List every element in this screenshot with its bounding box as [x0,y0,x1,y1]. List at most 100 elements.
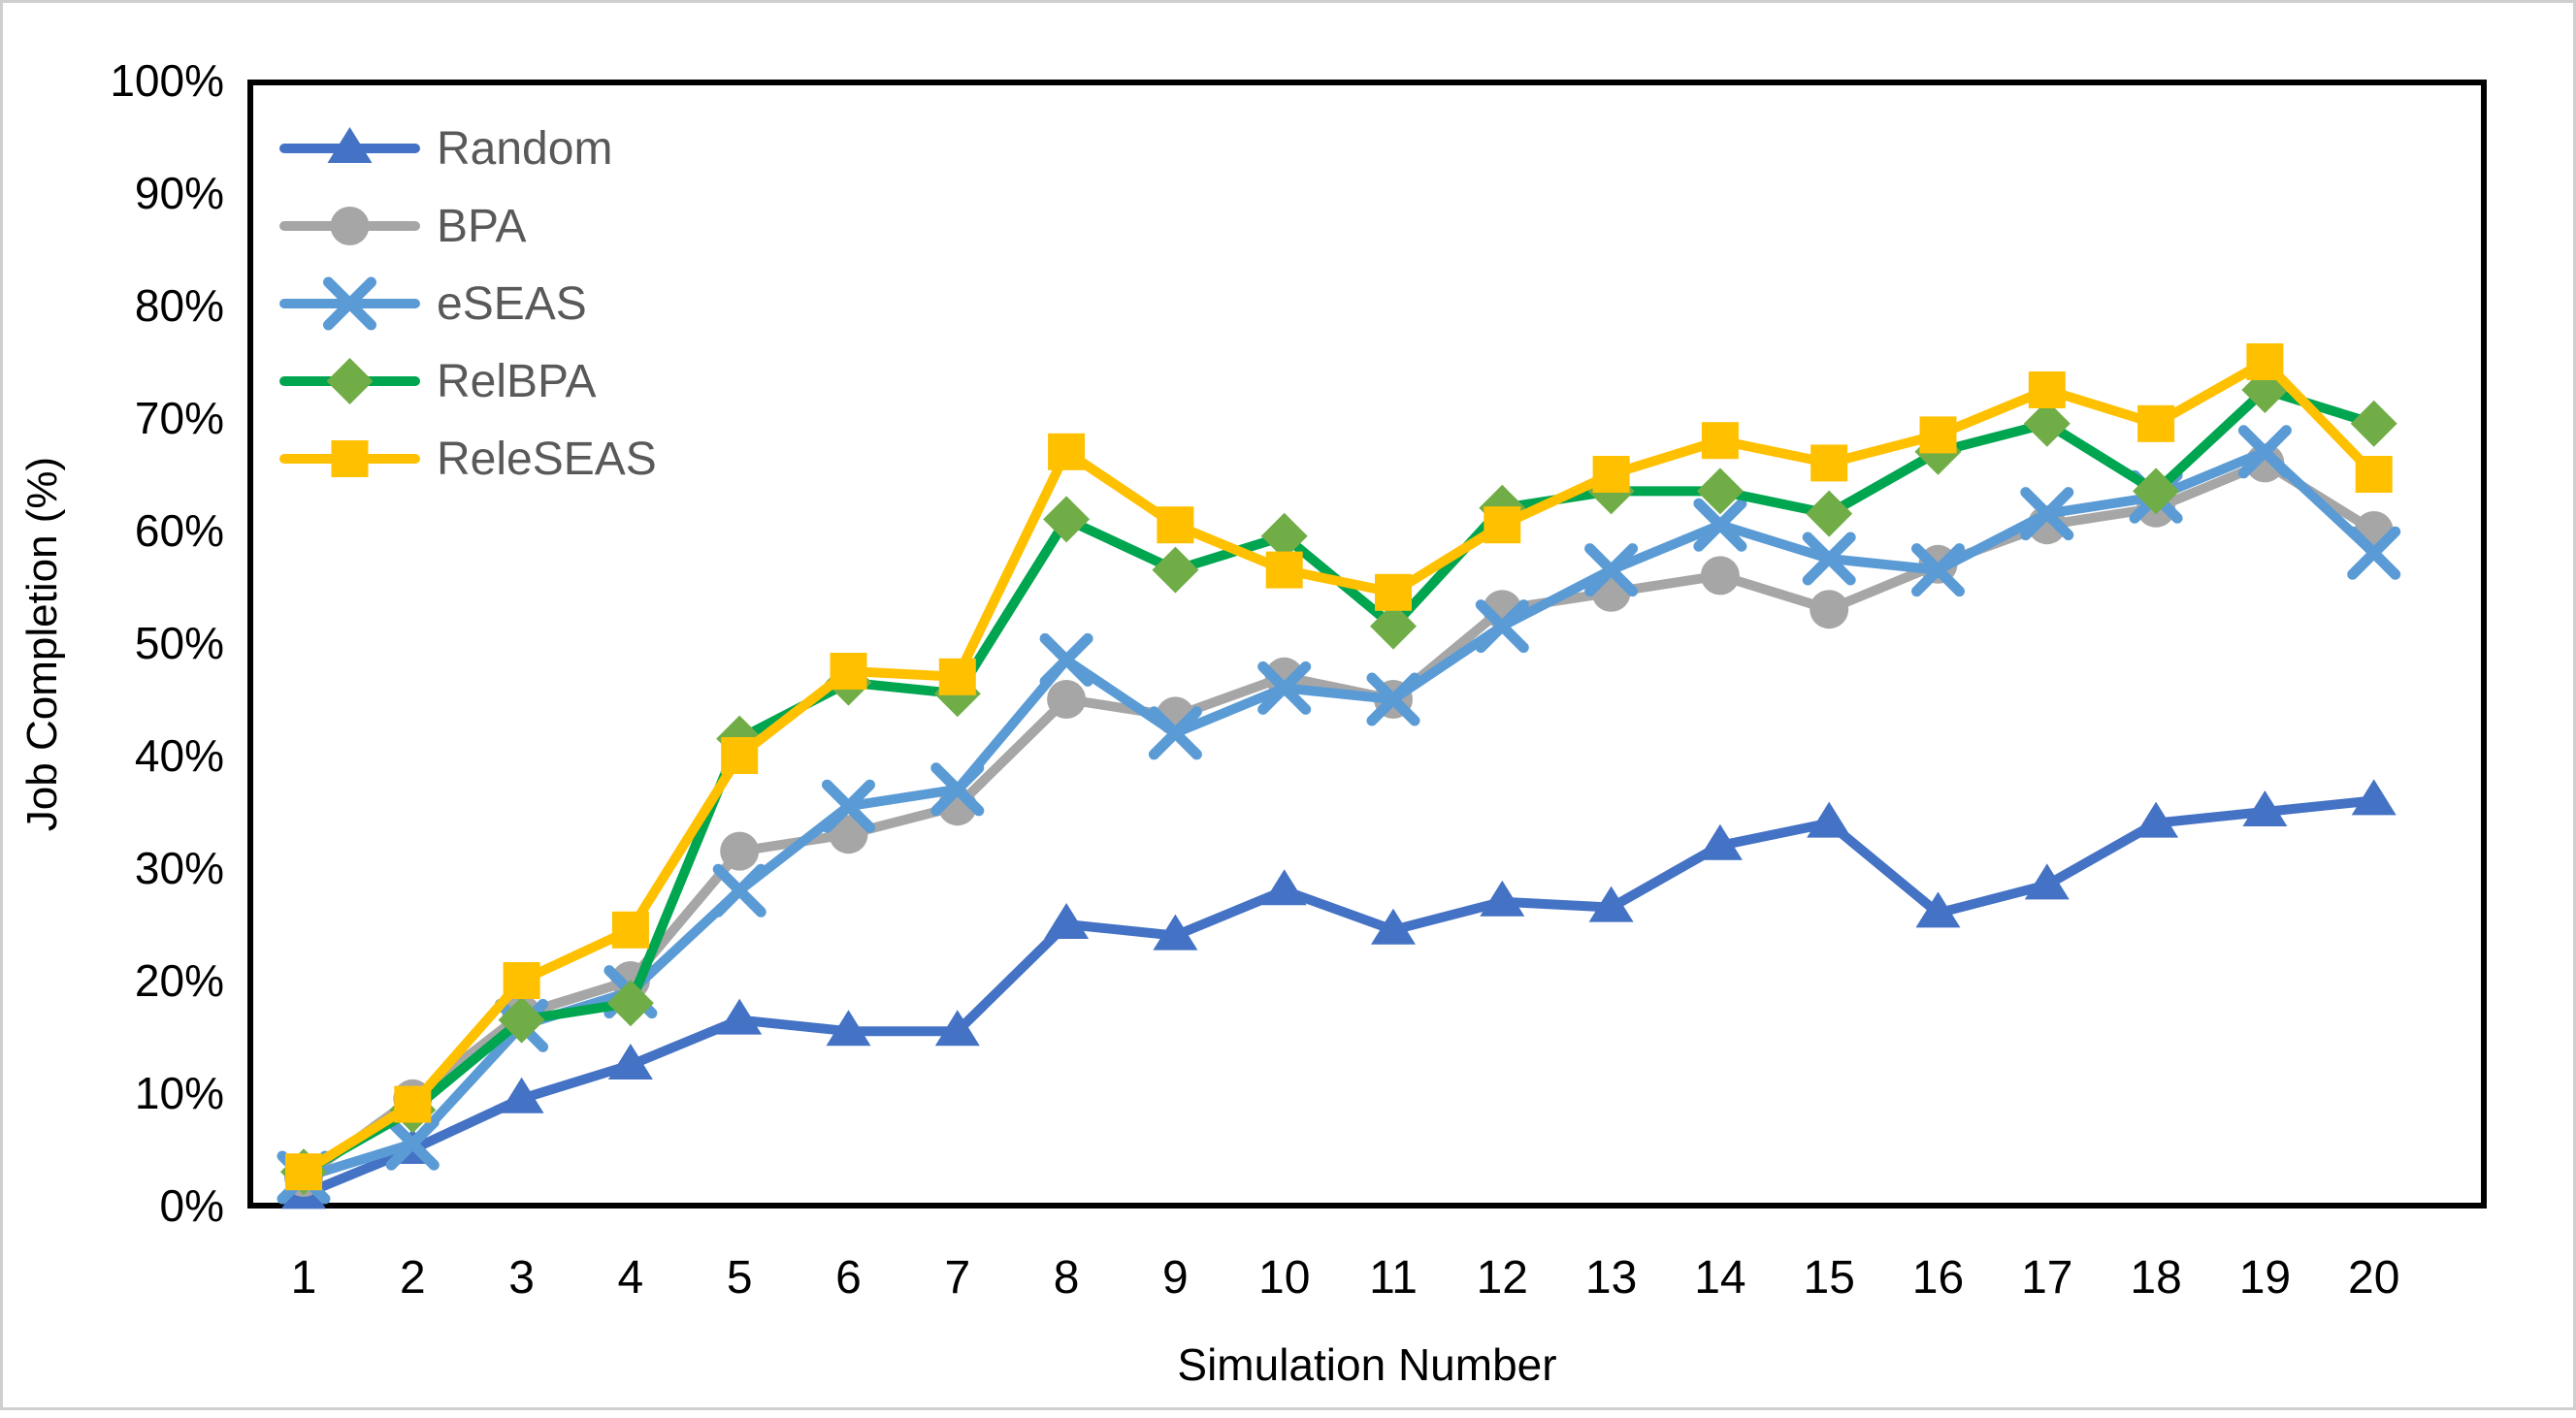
legend-x-icon [323,276,376,331]
y-tick-label-10: 10% [135,1068,224,1118]
line-chart: 0%10%20%30%40%50%60%70%80%90%100%1 2 3 4 5 6 7… [18,55,2487,1390]
marker-random-16 [1915,891,1961,928]
marker-releseas-17 [2028,371,2066,408]
legend-item-eseas: eSEAS [279,276,587,331]
marker-bpa-6 [829,815,868,854]
legend-label-random: Random [437,123,612,175]
marker-eseas-13 [1584,543,1639,597]
marker-eseas-7 [930,762,985,817]
series-eseas [277,425,2401,1205]
x-tick-label-2: 2 [400,1252,426,1304]
plot-area-border [247,80,2487,1209]
marker-random-13 [1588,886,1634,922]
marker-relbpa-9 [1152,546,1199,594]
marker-releseas-13 [1592,456,1630,493]
legend-label-bpa: BPA [437,201,526,252]
legend-item-releseas: ReleSEAS [279,434,657,485]
marker-random-19 [2242,790,2288,826]
marker-relbpa-18 [2133,467,2180,515]
marker-releseas-8 [1048,433,1086,470]
x-tick-label-12: 12 [1477,1252,1528,1304]
x-tick-label-5: 5 [727,1252,753,1304]
marker-eseas-10 [1257,661,1312,715]
legend-label-relbpa: RelBPA [437,356,597,407]
legend-item-bpa: BPA [279,201,526,252]
x-tick-label-19: 19 [2239,1252,2291,1304]
y-tick-label-90: 90% [135,168,224,218]
marker-relbpa-14 [1696,467,1744,515]
marker-relbpa-15 [1806,490,1853,537]
marker-bpa-5 [720,831,760,871]
marker-random-5 [717,998,763,1035]
marker-releseas-19 [2246,343,2284,380]
legend-item-random: Random [279,123,612,175]
y-tick-label-60: 60% [135,505,224,556]
x-tick-label-4: 4 [618,1252,644,1304]
y-tick-label-50: 50% [135,618,224,668]
marker-bpa-8 [1047,680,1087,719]
marker-eseas-17 [2020,487,2074,541]
marker-releseas-16 [1919,416,1957,454]
marker-releseas-5 [721,737,759,774]
y-tick-label-0: 0% [160,1180,224,1231]
marker-random-17 [2024,863,2070,900]
marker-random-9 [1153,914,1198,951]
x-tick-label-20: 20 [2348,1252,2399,1304]
marker-bpa-15 [1810,590,1849,629]
series-bpa [284,443,2394,1197]
legend-diamond-icon [326,358,374,404]
legend: Random BPA eSEAS RelBPA ReleSEAS [279,123,657,485]
marker-random-15 [1807,801,1852,838]
marker-releseas-18 [2137,404,2175,442]
y-axis-title: Job Completion (%) [18,457,66,831]
marker-relbpa-11 [1370,602,1417,650]
marker-eseas-12 [1475,599,1529,654]
x-tick-label-8: 8 [1054,1252,1080,1304]
legend-label-eseas: eSEAS [437,278,587,330]
y-tick-label-40: 40% [135,730,224,781]
marker-releseas-9 [1157,506,1194,544]
legend-circle-icon [330,207,370,245]
marker-eseas-9 [1148,706,1202,760]
marker-eseas-16 [1911,543,1965,597]
marker-bpa-14 [1700,556,1740,596]
marker-releseas-2 [394,1085,432,1123]
marker-releseas-4 [611,911,649,949]
marker-relbpa-10 [1260,512,1308,560]
series-releseas [285,343,2393,1191]
marker-releseas-10 [1265,551,1303,589]
marker-releseas-12 [1484,506,1521,544]
marker-random-14 [1697,823,1743,860]
legend-triangle-icon [327,127,373,163]
series-layer [277,343,2401,1209]
x-tick-label-10: 10 [1258,1252,1310,1304]
x-tick-label-15: 15 [1804,1252,1855,1304]
x-tick-label-17: 17 [2021,1252,2072,1304]
series-random [281,779,2397,1209]
marker-releseas-15 [1810,444,1848,482]
marker-random-8 [1044,903,1090,939]
marker-releseas-1 [285,1153,322,1191]
legend-square-icon [331,440,369,477]
marker-random-12 [1480,880,1525,917]
marker-random-18 [2134,801,2179,838]
marker-random-20 [2351,779,2397,816]
marker-eseas-11 [1366,672,1420,726]
y-tick-label-30: 30% [135,843,224,893]
x-tick-label-3: 3 [508,1252,535,1304]
marker-eseas-2 [385,1116,440,1171]
marker-random-6 [826,1010,871,1047]
marker-releseas-6 [830,653,867,690]
series-line-random [299,795,2379,1200]
marker-random-4 [607,1044,653,1080]
x-tick-label-1: 1 [291,1252,317,1304]
marker-eseas-5 [712,863,766,918]
y-tick-label-70: 70% [135,393,224,443]
marker-random-7 [934,1010,980,1047]
x-tick-label-6: 6 [835,1252,862,1304]
x-tick-label-13: 13 [1585,1252,1637,1304]
marker-relbpa-3 [498,996,545,1044]
legend-label-releseas: ReleSEAS [437,434,657,485]
x-tick-label-7: 7 [944,1252,970,1304]
